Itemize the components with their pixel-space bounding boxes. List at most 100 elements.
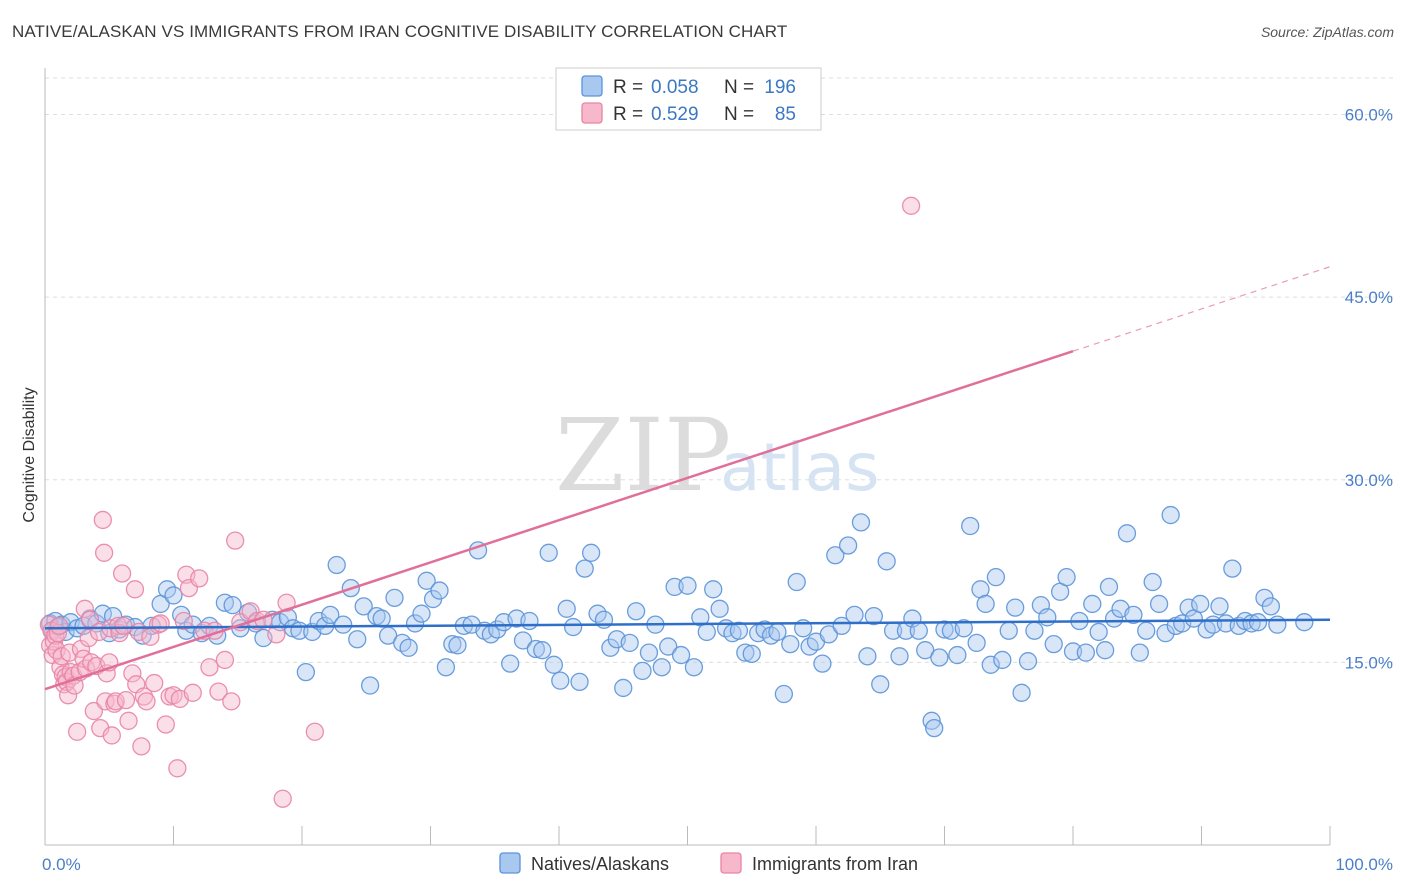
native-point xyxy=(819,625,838,644)
y-tick-label: 45.0% xyxy=(1345,288,1393,307)
native-point xyxy=(551,671,570,690)
native-point xyxy=(1143,572,1162,592)
y-tick-label: 30.0% xyxy=(1345,471,1393,490)
native-point xyxy=(639,643,659,662)
iran-point xyxy=(134,687,154,706)
native-point xyxy=(916,641,935,660)
iran-point xyxy=(109,616,128,636)
iran-point xyxy=(75,599,94,618)
native-point xyxy=(296,662,316,682)
iran-point xyxy=(901,196,921,215)
y-tick-label: 15.0% xyxy=(1345,653,1393,672)
iran-point xyxy=(267,625,286,644)
native-point xyxy=(967,633,986,653)
native-point xyxy=(678,576,697,595)
iran-point xyxy=(112,564,132,583)
iran-point xyxy=(241,602,260,621)
native-point xyxy=(736,643,755,662)
native-point xyxy=(871,675,890,694)
native-point xyxy=(1295,613,1314,632)
chart-title: NATIVE/ALASKAN VS IMMIGRANTS FROM IRAN C… xyxy=(12,22,788,41)
native-point xyxy=(614,678,633,698)
native-point xyxy=(575,559,594,578)
native-point xyxy=(832,616,851,636)
native-point xyxy=(1130,643,1149,662)
native-point xyxy=(930,648,949,667)
native-point xyxy=(563,617,583,637)
native-point xyxy=(1038,608,1057,627)
native-point xyxy=(333,615,353,634)
iran-point xyxy=(49,616,69,636)
axis-layer xyxy=(44,68,1331,846)
iran-point xyxy=(79,628,98,648)
native-point xyxy=(633,661,652,681)
native-point xyxy=(513,631,533,650)
legend-n-label-natives: N = xyxy=(724,77,754,98)
iran-point xyxy=(174,611,193,631)
iran-point xyxy=(156,715,175,734)
native-point xyxy=(1210,597,1229,616)
native-point xyxy=(430,581,449,600)
native-point xyxy=(909,621,928,640)
native-point xyxy=(539,543,558,562)
stats-legend: R = 0.058 N = 196 R = 0.529 N = 85 xyxy=(555,67,822,131)
iran-point xyxy=(132,737,151,756)
legend-swatch-natives xyxy=(581,75,603,97)
native-point xyxy=(710,599,729,618)
native-point xyxy=(954,619,973,638)
trend-layer xyxy=(44,266,1331,691)
native-point xyxy=(671,645,691,665)
native-point xyxy=(1044,634,1063,654)
iran-point xyxy=(190,569,209,588)
native-point xyxy=(1095,641,1115,660)
grid-layer xyxy=(45,77,1395,663)
iran-point xyxy=(114,616,133,636)
native-point xyxy=(845,605,864,625)
y-tick-label: 60.0% xyxy=(1345,106,1393,125)
native-point xyxy=(1089,622,1108,642)
y-axis-title: Cognitive Disability xyxy=(21,387,38,522)
native-point xyxy=(742,644,761,664)
source-label: Source: ZipAtlas.com xyxy=(1260,24,1394,40)
iran-point xyxy=(151,614,170,633)
iran-point xyxy=(200,658,219,677)
iran-point xyxy=(125,580,145,599)
native-point xyxy=(838,536,858,555)
native-point xyxy=(1179,598,1198,617)
native-point xyxy=(544,655,564,674)
native-point xyxy=(729,621,749,640)
native-point xyxy=(327,555,346,575)
native-point xyxy=(948,645,967,665)
native-point xyxy=(1006,598,1025,617)
iran-point xyxy=(168,759,187,778)
native-point xyxy=(557,599,576,618)
iran-point xyxy=(305,722,325,741)
native-point xyxy=(348,630,367,649)
native-point xyxy=(526,639,546,659)
legend-r-value-iran: 0.529 xyxy=(651,104,699,125)
iran-point xyxy=(137,692,156,711)
iran-point xyxy=(116,690,136,710)
native-point xyxy=(1137,621,1156,640)
native-point xyxy=(1173,614,1192,633)
iran-point xyxy=(222,692,241,711)
native-point xyxy=(1149,594,1169,614)
native-point xyxy=(533,641,552,660)
native-point xyxy=(826,546,845,565)
native-point xyxy=(813,654,832,673)
native-point xyxy=(935,620,954,639)
ticks-layer: 15.0% 30.0% 45.0% 60.0% 0.0% 100.0% xyxy=(42,106,1393,874)
native-point xyxy=(385,588,404,608)
native-point xyxy=(164,586,183,605)
native-point xyxy=(877,552,896,571)
bottom-legend-label-iran: Immigrants from Iran xyxy=(752,854,918,874)
native-point xyxy=(1124,605,1143,625)
legend-n-label-iran: N = xyxy=(724,104,754,125)
native-point xyxy=(1018,652,1038,671)
iran-point xyxy=(215,650,235,670)
native-point xyxy=(412,604,431,623)
native-point xyxy=(851,513,871,532)
iran-point xyxy=(226,531,245,550)
legend-r-label-natives: R = xyxy=(613,77,643,98)
